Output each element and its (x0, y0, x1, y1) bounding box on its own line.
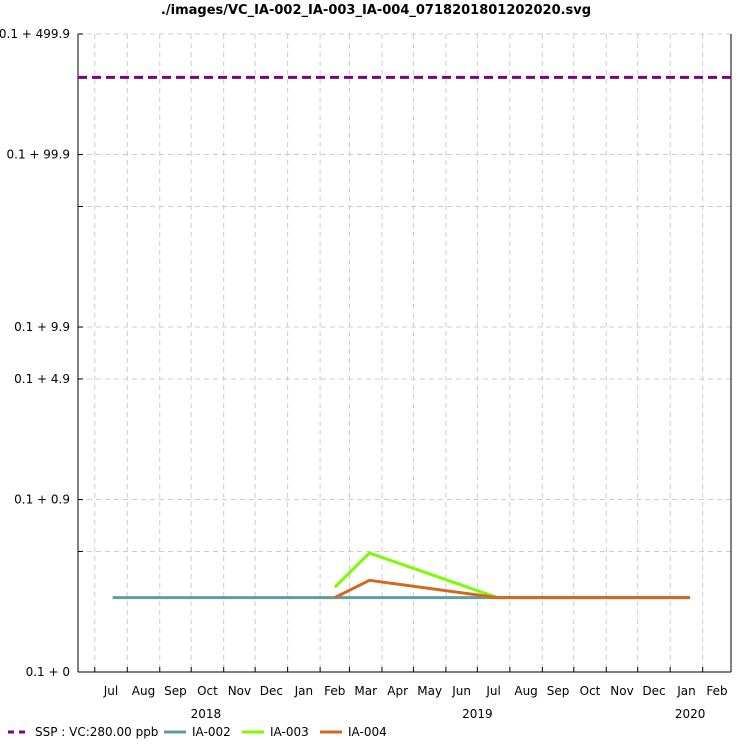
series-layer (78, 75, 731, 600)
x-tick-label: Nov (610, 684, 633, 698)
x-tick-label: Sep (164, 684, 187, 698)
series-line-ia-003 (333, 551, 498, 600)
x-tick-label: Feb (706, 684, 727, 698)
legend-label: SSP : VC:280.00 ppb (35, 725, 158, 739)
x-year-label: 2018 (191, 707, 222, 721)
legend: SSP : VC:280.00 ppb IA-002 IA-003 IA-004 (8, 725, 387, 739)
x-tick-label: Oct (197, 684, 218, 698)
x-tick-label: Nov (228, 684, 251, 698)
y-tick-label: 0.1 + 4.9 (14, 372, 70, 386)
x-tick-label: Jul (485, 684, 500, 698)
legend-label: IA-004 (348, 725, 387, 739)
legend-label: IA-003 (270, 725, 309, 739)
x-tick-label: Mar (354, 684, 377, 698)
x-tick-label: Aug (132, 684, 155, 698)
x-tick-label: Feb (324, 684, 345, 698)
x-tick-label: May (417, 684, 442, 698)
y-tick-label: 0.1 + 499.9 (0, 27, 70, 41)
x-year-label: 2020 (675, 707, 706, 721)
x-tick-label: Jun (451, 684, 471, 698)
series-line-ia-004 (334, 578, 691, 600)
x-tick-label: Oct (580, 684, 601, 698)
y-tick-label: 0.1 + 9.9 (14, 320, 70, 334)
grid (78, 33, 731, 673)
x-tick-label: Sep (547, 684, 570, 698)
legend-label: IA-002 (192, 725, 231, 739)
x-tick-label: Dec (642, 684, 665, 698)
chart-title: ./images/VC_IA-002_IA-003_IA-004_0718201… (161, 3, 591, 18)
x-tick-label: Dec (260, 684, 283, 698)
x-tick-label: Aug (514, 684, 537, 698)
x-tick-label: Jan (294, 684, 314, 698)
x-year-label: 2019 (462, 707, 493, 721)
y-tick-label: 0.1 + 0.9 (14, 493, 70, 507)
x-tick-label: Jan (676, 684, 696, 698)
axes: 0.1 + 499.9 0.1 + 99.9 0.1 + 9.9 0.1 + 4.9 0… (0, 27, 732, 721)
x-tick-label: Jul (103, 684, 118, 698)
y-tick-label: 0.1 + 0 (26, 665, 70, 679)
y-tick-label: 0.1 + 99.9 (7, 148, 71, 162)
x-tick-label: Apr (387, 684, 408, 698)
